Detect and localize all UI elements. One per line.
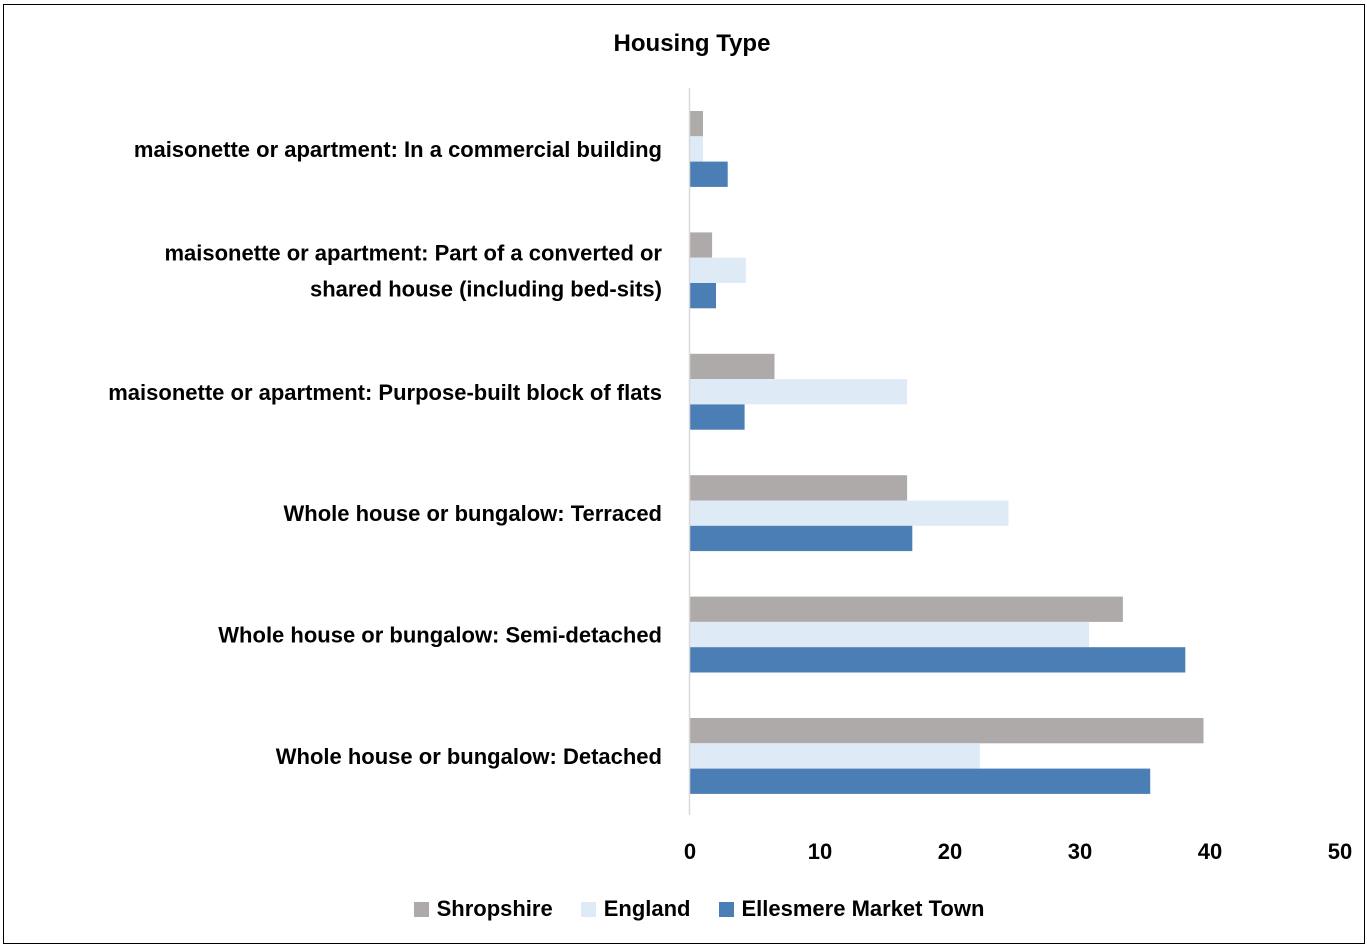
legend-item-shropshire: Shropshire [413,896,553,922]
bar-england-4 [690,500,1009,526]
x-tick-label: 50 [1328,839,1352,864]
legend-label: Ellesmere Market Town [741,896,985,921]
bar-shropshire-1 [690,111,703,137]
category-labels: maisonette or apartment: In a commercial… [108,137,662,769]
legend: Shropshire England Ellesmere Market Town [0,896,1367,922]
bar-england-3 [690,379,908,405]
bar-shropshire-3 [690,353,775,380]
category-label: maisonette or apartment: Part of a conve… [164,240,662,301]
bar-ellesmere-market-town-4 [690,525,913,552]
bars-group [690,111,1204,794]
bar-england-2 [690,257,746,283]
legend-item-england: England [580,896,691,922]
bar-shropshire-2 [690,232,713,258]
category-label: Whole house or bungalow: Terraced [283,501,662,526]
x-tick-label: 40 [1198,839,1222,864]
category-label: Whole house or bungalow: Semi-detached [218,623,662,648]
bar-ellesmere-market-town-1 [690,161,728,187]
bar-ellesmere-market-town-5 [690,647,1186,673]
bar-ellesmere-market-town-6 [690,768,1151,794]
chart-title: Housing Type [613,30,771,57]
category-label: maisonette or apartment: In a commercial… [134,137,662,162]
x-tick-label: 10 [808,839,832,864]
x-tick-label: 0 [684,839,696,864]
legend-swatch [718,901,734,917]
legend-item-ellesmere-market-town: Ellesmere Market Town [718,896,985,922]
bar-shropshire-5 [690,596,1123,622]
legend-label: England [603,896,691,921]
bar-shropshire-4 [690,475,908,501]
bar-england-1 [690,136,703,162]
bar-ellesmere-market-town-3 [690,404,745,430]
category-label: maisonette or apartment: Purpose-built b… [108,380,662,405]
category-label: Whole house or bungalow: Detached [276,744,662,769]
legend-swatch [580,901,596,917]
bar-england-6 [690,743,980,769]
x-tick-label: 30 [1068,839,1092,864]
legend-label: Shropshire [436,896,553,921]
bar-shropshire-6 [690,718,1204,744]
bar-england-5 [690,621,1090,648]
chart-frame [3,4,1365,944]
x-tick-label: 20 [938,839,962,864]
bar-ellesmere-market-town-2 [690,283,716,309]
legend-swatch [413,901,429,917]
x-tick-labels: 0 10 20 30 40 50 [684,839,1352,864]
